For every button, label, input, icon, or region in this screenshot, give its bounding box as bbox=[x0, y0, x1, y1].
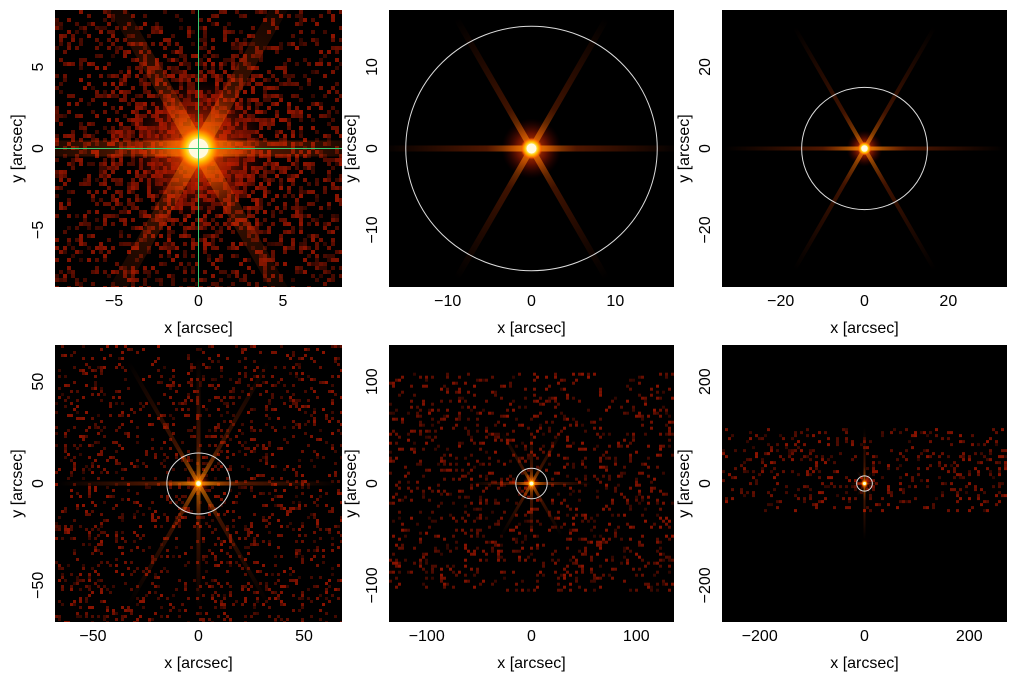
panel-1: −5 0 5 −5 0 5 x [arcsec] y [arcsec] bbox=[9, 10, 342, 337]
y-tick-label: 10 bbox=[364, 58, 381, 76]
x-tick-label: 0 bbox=[527, 293, 536, 310]
tick-labels: −200 0 200 −200 0 200 bbox=[697, 368, 983, 645]
psf-peak bbox=[196, 481, 201, 486]
y-tick-label: −10 bbox=[364, 216, 381, 243]
overlay bbox=[515, 467, 548, 500]
x-tick-label: 0 bbox=[194, 293, 203, 310]
psf-peak bbox=[863, 482, 866, 485]
x-tick-label: −5 bbox=[105, 293, 123, 310]
psf-peak bbox=[526, 143, 537, 154]
x-tick-label: −50 bbox=[79, 628, 106, 645]
y-tick-label: −50 bbox=[30, 572, 47, 599]
y-axis-label: y [arcsec] bbox=[343, 114, 360, 182]
x-tick-label: −200 bbox=[742, 628, 778, 645]
tick-labels: −100 0 100 −100 0 100 bbox=[364, 368, 650, 645]
overlay bbox=[166, 452, 231, 515]
psf-image bbox=[724, 26, 1005, 271]
psf-peak bbox=[529, 481, 534, 486]
y-tick-label: 0 bbox=[697, 144, 714, 153]
psf-peak bbox=[861, 145, 868, 152]
panel-6: −200 0 200 −200 0 200 x [arcsec] y [arcsec] bbox=[676, 345, 1007, 672]
y-axis-label: y [arcsec] bbox=[343, 449, 360, 517]
x-tick-label: 200 bbox=[956, 628, 983, 645]
x-axis-label: x [arcsec] bbox=[164, 655, 232, 672]
x-tick-label: 5 bbox=[278, 293, 287, 310]
y-tick-label: −5 bbox=[30, 221, 47, 239]
y-tick-label: 200 bbox=[697, 368, 714, 395]
y-tick-label: 0 bbox=[30, 144, 47, 153]
y-tick-label: 0 bbox=[364, 144, 381, 153]
overlay bbox=[856, 475, 873, 492]
tick-labels: −50 0 50 −50 0 50 bbox=[30, 373, 313, 645]
panel-2: −10 0 10 −10 0 10 x [arcsec] y [arcsec] bbox=[343, 10, 674, 337]
x-axis-label: x [arcsec] bbox=[497, 320, 565, 337]
x-tick-label: 0 bbox=[860, 628, 869, 645]
x-axis-label: x [arcsec] bbox=[164, 320, 232, 337]
y-tick-label: 0 bbox=[30, 479, 47, 488]
aperture-circle bbox=[801, 86, 928, 211]
aperture-circle bbox=[405, 25, 658, 272]
x-axis-label: x [arcsec] bbox=[830, 320, 898, 337]
y-tick-label: −100 bbox=[364, 567, 381, 603]
x-tick-label: 0 bbox=[194, 628, 203, 645]
x-tick-label: −100 bbox=[409, 628, 445, 645]
y-tick-label: 0 bbox=[364, 479, 381, 488]
x-tick-label: −10 bbox=[434, 293, 461, 310]
aperture-circle bbox=[515, 467, 548, 500]
panel-4: −50 0 50 −50 0 50 x [arcsec] y [arcsec] bbox=[9, 345, 342, 672]
y-axis-label: y [arcsec] bbox=[9, 114, 26, 182]
y-tick-label: 100 bbox=[364, 368, 381, 395]
y-tick-label: 0 bbox=[697, 479, 714, 488]
y-tick-label: −20 bbox=[697, 216, 714, 243]
overlay bbox=[405, 25, 658, 272]
overlay bbox=[801, 86, 928, 211]
x-axis-label: x [arcsec] bbox=[497, 655, 565, 672]
tick-labels: −5 0 5 −5 0 5 bbox=[30, 62, 287, 310]
x-axis-label: x [arcsec] bbox=[830, 655, 898, 672]
tick-labels: −20 0 20 −20 0 20 bbox=[697, 58, 957, 310]
y-axis-label: y [arcsec] bbox=[676, 114, 693, 182]
y-tick-label: −200 bbox=[697, 567, 714, 603]
x-tick-label: 10 bbox=[606, 293, 624, 310]
x-tick-label: −20 bbox=[767, 293, 794, 310]
x-tick-label: 0 bbox=[527, 628, 536, 645]
psf-image bbox=[389, 372, 674, 592]
y-axis-label: y [arcsec] bbox=[676, 449, 693, 517]
x-tick-label: 100 bbox=[623, 628, 650, 645]
psf-image bbox=[389, 17, 674, 280]
y-tick-label: 5 bbox=[30, 62, 47, 71]
panel-5: −100 0 100 −100 0 100 x [arcsec] y [arcsec] bbox=[343, 345, 674, 672]
aperture-circle bbox=[166, 452, 231, 515]
panel-3: −20 0 20 −20 0 20 x [arcsec] y [arcsec] bbox=[676, 10, 1007, 337]
psf-image bbox=[55, 345, 342, 622]
x-tick-label: 50 bbox=[295, 628, 313, 645]
y-tick-label: 50 bbox=[30, 373, 47, 391]
overlay bbox=[55, 10, 342, 287]
x-tick-label: 20 bbox=[939, 293, 957, 310]
y-tick-label: 20 bbox=[697, 58, 714, 76]
tick-labels: −10 0 10 −10 0 10 bbox=[364, 58, 624, 310]
aperture-circle bbox=[856, 475, 873, 492]
y-axis-label: y [arcsec] bbox=[9, 449, 26, 517]
x-tick-label: 0 bbox=[860, 293, 869, 310]
